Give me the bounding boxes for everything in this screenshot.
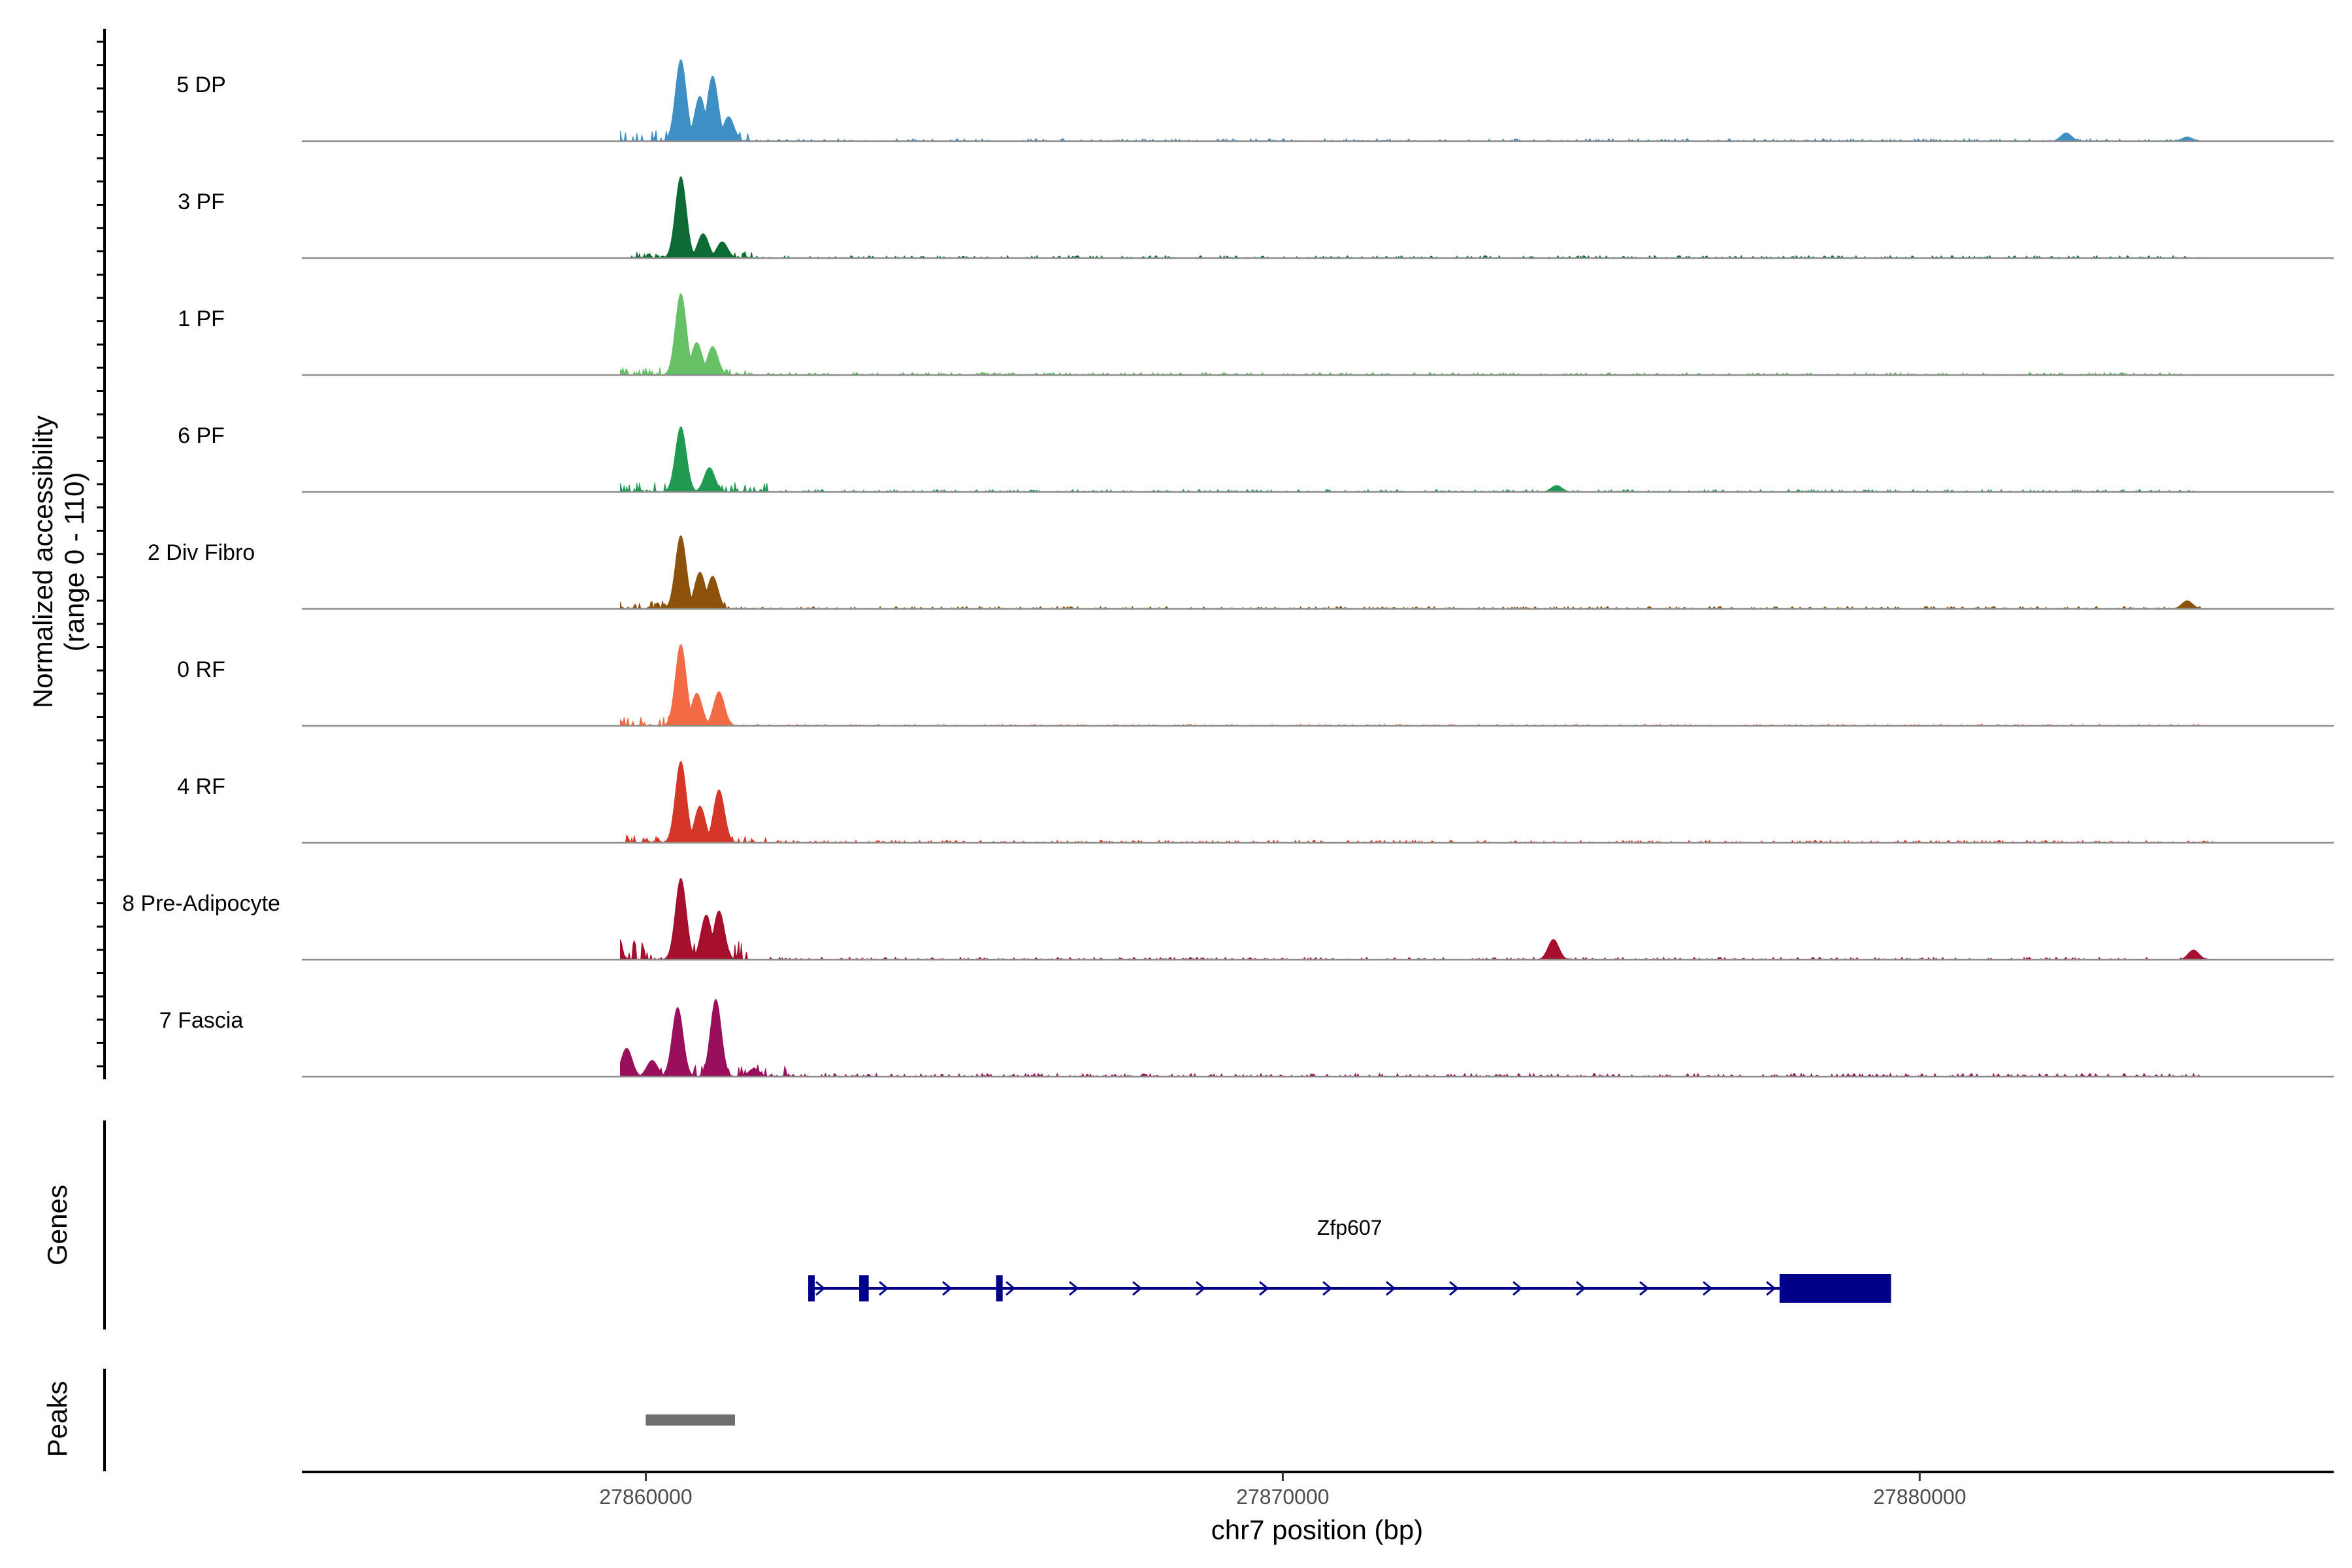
track-label: 8 Pre-Adipocyte [122,891,280,916]
coverage-area [620,293,2213,376]
coverage-area [620,761,2213,844]
strand-arrow [1703,1281,1713,1296]
track-3-pf: 3 PF [178,176,2334,259]
track-label: 3 PF [178,189,225,214]
track-5-dp: 5 DP [176,59,2334,142]
strand-arrow [1576,1281,1586,1296]
coverage-area [620,878,2213,960]
track-label: 4 RF [177,774,225,799]
strand-arrow [815,1281,826,1296]
track-2-div-fibro: 2 Div Fibro [148,535,2334,610]
strand-arrow [1449,1281,1460,1296]
track-8-pre-adipocyte: 8 Pre-Adipocyte [122,878,2334,961]
gene-exon [859,1275,869,1301]
track-4-rf: 4 RF [177,761,2334,844]
peaks-panel [103,1369,735,1471]
tracks-group: 5 DP 3 PF 1 PF 6 PF 2 Div Fibro 0 RF 4 RF 8 Pre… [122,59,2334,1078]
coverage-area [620,59,2213,142]
track-label: 2 Div Fibro [148,540,255,565]
track-label: 1 PF [178,306,225,331]
track-1-pf: 1 PF [178,293,2334,376]
strand-arrow [1259,1281,1269,1296]
coverage-area [620,427,2213,493]
y-axis-title-line1: Normalized accessibility [27,416,58,708]
strand-arrow [1386,1281,1396,1296]
track-label: 6 PF [178,423,225,448]
strand-arrow [1005,1281,1016,1296]
strand-arrow [942,1281,953,1296]
strand-arrow [1069,1281,1079,1296]
gene-exon [1779,1274,1891,1303]
gene-exon [808,1275,815,1301]
x-axis-title: chr7 position (bp) [1211,1514,1424,1545]
track-label: 7 Fascia [159,1008,244,1033]
left-axis-group [97,29,106,1079]
track-6-pf: 6 PF [178,423,2334,493]
genes-panel-label: Genes [42,1184,73,1266]
gene-label: Zfp607 [1317,1216,1382,1239]
genes-panel: Zfp607 [103,1120,1891,1330]
y-axis-title-line2: (range 0 - 110) [59,472,90,652]
strand-arrow [1322,1281,1333,1296]
peak-region [645,1414,735,1426]
strand-arrow [1766,1281,1776,1296]
peaks-panel-label: Peaks [42,1381,73,1458]
strand-arrow [1196,1281,1206,1296]
strand-arrow [879,1281,889,1296]
coverage-area [620,535,2213,610]
strand-arrow [1639,1281,1650,1296]
strand-arrow [1512,1281,1523,1296]
coverage-area [620,644,2213,727]
track-0-rf: 0 RF [177,644,2334,727]
track-label: 0 RF [177,657,225,682]
x-tick-label: 27880000 [1873,1485,1966,1509]
strand-arrow [1132,1281,1143,1296]
x-tick-label: 27860000 [599,1485,692,1509]
gene-exon [996,1275,1003,1301]
x-axis-group: 27860000 27870000 27880000 [302,1471,2334,1509]
x-tick-label: 27870000 [1236,1485,1329,1509]
track-label: 5 DP [176,73,226,97]
coverage-area [620,998,2213,1078]
track-7-fascia: 7 Fascia [159,998,2334,1078]
coverage-area [620,176,2213,259]
